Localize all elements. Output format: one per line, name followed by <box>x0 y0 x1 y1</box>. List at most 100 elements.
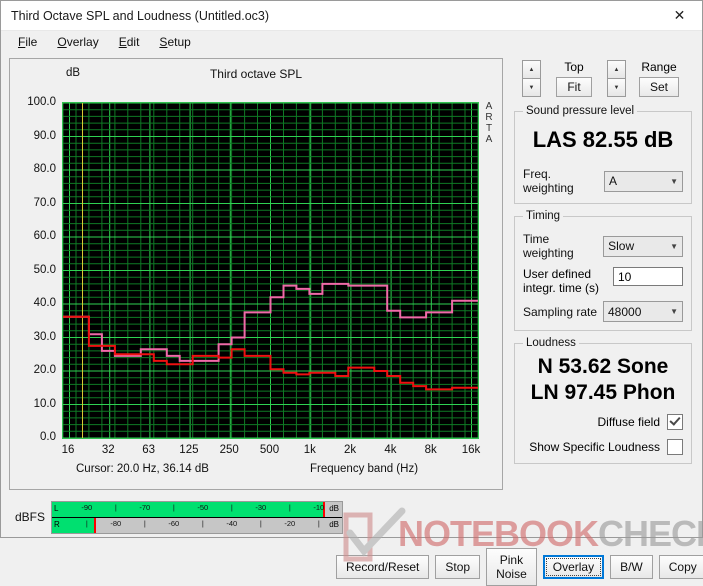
spin-down-icon[interactable]: ▼ <box>522 78 541 97</box>
loudness-sone-value: N 53.62 Sone <box>537 355 669 378</box>
x-tick-label: 4k <box>384 444 397 456</box>
stop-button[interactable]: Stop <box>435 555 481 579</box>
freq-weighting-select[interactable]: A ▼ <box>603 170 683 192</box>
meter-tick-label: -90 <box>81 502 93 512</box>
chart-title: Third octave SPL <box>209 67 303 81</box>
fit-button[interactable]: Fit <box>556 77 592 97</box>
x-axis-title: Frequency band (Hz) <box>310 463 419 475</box>
range-control: ▲ ▼ Range Set <box>607 60 686 97</box>
meter-tick-label: -70 <box>139 502 151 512</box>
meter-peak-right <box>93 517 96 533</box>
meter-peak-left <box>322 501 325 517</box>
menu-item-file[interactable]: File <box>18 35 38 49</box>
close-icon[interactable]: ✕ <box>673 7 686 23</box>
overlay-button[interactable]: Overlay <box>542 555 605 579</box>
y-tick-label: 60.0 <box>33 230 56 242</box>
meter-channel-right: R <box>54 519 60 529</box>
meter-tick-mark: | <box>201 518 204 528</box>
meter-tick-label: -40 <box>226 518 238 528</box>
sampling-rate-label: Sampling rate <box>523 304 598 319</box>
plot-area[interactable] <box>62 102 479 439</box>
menu-item-setup[interactable]: Setup <box>159 35 191 49</box>
y-tick-label: 50.0 <box>33 263 56 276</box>
title-bar: Third Octave SPL and Loudness (Untitled.… <box>1 1 702 31</box>
time-weighting-label: Time weighting <box>523 232 574 260</box>
x-tick-label: 250 <box>219 444 239 456</box>
menu-item-overlay[interactable]: Overlay <box>57 35 99 49</box>
y-tick-label: 80.0 <box>33 163 56 175</box>
meter-tick-mark: | <box>85 518 88 528</box>
specific-loudness-row[interactable]: Show Specific Loudness <box>523 439 683 455</box>
spl-value: LAS 82.55 dB <box>532 127 674 152</box>
specific-loudness-checkbox[interactable] <box>667 439 683 455</box>
b-w-button[interactable]: B/W <box>610 555 653 579</box>
chevron-down-icon: ▼ <box>670 241 678 251</box>
x-tick-label: 500 <box>259 444 280 456</box>
meter-tick-label: -10 <box>313 502 325 512</box>
meter-tick-mark: | <box>172 502 175 512</box>
y-tick-label: 0.0 <box>40 431 56 443</box>
freq-weighting-row: Freq. weighting A ▼ <box>523 167 683 195</box>
time-weighting-select[interactable]: Slow ▼ <box>603 235 683 257</box>
meter-fill-left <box>52 501 325 517</box>
action-buttons: Record/Reset Stop Pink Noise Overlay B/W Copy <box>336 548 703 586</box>
diffuse-field-label: Diffuse field <box>597 415 660 429</box>
spin-up-icon[interactable]: ▲ <box>607 60 626 78</box>
menu-label-overlay: verlay <box>66 35 99 49</box>
level-meter: L dB -90 -70 -50 -30 -10 | | | | R dB -80 -60 -40 -… <box>51 500 343 534</box>
time-weighting-value: Slow <box>608 239 635 253</box>
x-tick-label: 1k <box>303 444 316 456</box>
x-tick-label: 16 <box>61 444 75 456</box>
x-axis-labels: 16 32 63 125 250 500 1k 2k 4k 8k 16k <box>10 444 502 460</box>
timing-group: Timing Time weighting Slow ▼ User define… <box>514 210 692 331</box>
copy-button[interactable]: Copy <box>658 555 703 579</box>
diffuse-field-row[interactable]: Diffuse field <box>523 414 683 430</box>
meter-tick-mark: | <box>230 502 233 512</box>
menu-item-edit[interactable]: Edit <box>118 35 140 49</box>
chevron-down-icon: ▼ <box>670 307 678 316</box>
meter-tick-label: -30 <box>255 502 267 512</box>
chevron-down-icon: ▼ <box>670 176 678 186</box>
range-label: Range <box>641 60 677 74</box>
y-tick-label: 40.0 <box>33 297 56 309</box>
meter-fill-right <box>52 517 96 533</box>
spin-up-icon[interactable]: ▲ <box>522 60 541 78</box>
sampling-rate-value: 48000 <box>608 304 642 319</box>
dbfs-label: dBFS <box>14 510 45 524</box>
y-tick-label: 100.0 <box>27 96 56 108</box>
meter-row-right: R dB -80 -60 -40 -20 | | | | | <box>52 517 342 533</box>
meter-tick-label: -60 <box>168 518 180 528</box>
meter-tick-label: -20 <box>284 518 296 528</box>
meter-tick-mark: | <box>317 518 320 528</box>
spl-curves <box>63 103 478 438</box>
scale-controls: ▲ ▼ Top Fit ▲ ▼ Range Set <box>510 56 696 103</box>
sound-pressure-level-group: Sound pressure level LAS 82.55 dB Freq. … <box>514 105 692 204</box>
specific-loudness-label: Show Specific Loudness <box>529 440 660 454</box>
x-tick-label: 2k <box>344 444 357 456</box>
range-spinner[interactable]: ▲ ▼ <box>607 60 626 97</box>
pink-noise-button[interactable]: Pink Noise <box>486 548 537 586</box>
diffuse-field-checkbox[interactable] <box>667 414 683 430</box>
dbfs-meter: dBFS L dB -90 -70 -50 -30 -10 | | | | R dB -80 -6… <box>9 497 354 537</box>
sampling-rate-select[interactable]: 48000 ▼ <box>603 301 683 322</box>
meter-tick-label: -80 <box>110 518 122 528</box>
spl-legend: Sound pressure level <box>526 105 635 117</box>
chart-unit-label: dB <box>66 67 81 79</box>
x-tick-label: 8k <box>424 444 437 456</box>
meter-tick-mark: | <box>114 502 117 512</box>
right-panel: ▲ ▼ Top Fit ▲ ▼ Range Set <box>510 56 696 470</box>
x-tick-label: 32 <box>101 444 115 456</box>
integr-time-input[interactable]: 10 <box>613 267 683 286</box>
x-tick-label: 125 <box>179 444 199 456</box>
menu-label-edit: dit <box>126 35 140 49</box>
spin-down-icon[interactable]: ▼ <box>607 78 626 97</box>
set-button[interactable]: Set <box>638 77 679 97</box>
meter-unit-right: dB <box>329 519 339 529</box>
top-spinner[interactable]: ▲ ▼ <box>522 60 541 97</box>
loudness-phon-value: LN 97.45 Phon <box>530 381 676 404</box>
integr-time-label: User defined integr. time (s) <box>523 267 600 295</box>
record-reset-button[interactable]: Record/Reset <box>336 555 430 579</box>
